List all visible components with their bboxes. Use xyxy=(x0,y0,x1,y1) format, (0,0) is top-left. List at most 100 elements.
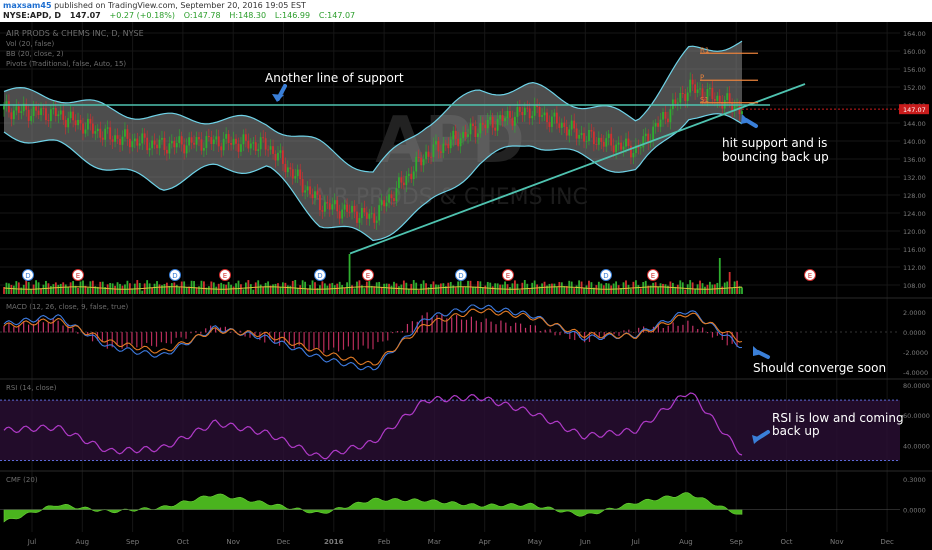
candle-body xyxy=(716,95,719,101)
candle-body xyxy=(262,137,265,139)
candle-body xyxy=(521,111,524,116)
candle-body xyxy=(59,110,62,115)
volume-bar xyxy=(40,288,42,294)
volume-bar xyxy=(647,285,650,294)
volume-bar xyxy=(254,282,257,294)
candle-body xyxy=(393,198,395,202)
volume-bar xyxy=(721,286,724,294)
volume-bar xyxy=(430,284,432,294)
event-circle xyxy=(314,269,326,281)
volume-bar xyxy=(375,282,378,294)
candle-body xyxy=(274,153,277,161)
candle-body xyxy=(153,140,156,145)
cmf-label: CMF (20) xyxy=(6,476,38,484)
candle-body xyxy=(279,150,282,153)
candle-body xyxy=(679,92,682,103)
volume-bar xyxy=(348,254,351,294)
candle-body xyxy=(602,141,605,147)
time-axis-label: Aug xyxy=(679,538,693,546)
macd-histogram-bar xyxy=(456,315,458,333)
candle-body xyxy=(686,92,689,101)
candle-body xyxy=(578,134,580,139)
candle-body xyxy=(588,129,590,141)
volume-bar xyxy=(548,283,551,294)
candle-body xyxy=(674,99,677,104)
candle-body xyxy=(230,143,232,145)
macd-histogram-bar xyxy=(564,332,566,334)
event-circle xyxy=(22,269,34,281)
event-letter: E xyxy=(506,272,510,280)
volume-bar xyxy=(57,284,60,294)
candle-body xyxy=(151,140,153,149)
volume-bar xyxy=(304,281,307,294)
volume-bar xyxy=(42,284,45,294)
event-letter: D xyxy=(458,272,463,280)
publish-header: maxsam45 published on TradingView.com, S… xyxy=(0,0,932,22)
volume-bar xyxy=(321,281,324,294)
macd-histogram-bar xyxy=(638,327,640,333)
candle-body xyxy=(407,173,410,176)
macd-histogram-bar xyxy=(87,332,89,336)
volume-bar xyxy=(59,283,62,294)
candle-body xyxy=(286,167,289,173)
candle-body xyxy=(395,188,398,202)
chart-canvas[interactable]: AIR PRODS & CHEMS INC, D, NYSE Vol (20, … xyxy=(0,22,932,550)
time-axis: Jul Aug Sep Oct Nov Dec 2016 Feb Mar Apr May Jun Jul… xyxy=(0,533,932,550)
volume-bar xyxy=(64,284,67,294)
candle-body xyxy=(691,79,694,85)
volume-bar xyxy=(79,281,82,294)
candle-body xyxy=(610,133,613,146)
candle-body xyxy=(506,110,509,119)
author-link[interactable]: maxsam45 xyxy=(3,1,52,10)
volume-bar xyxy=(597,281,600,294)
candle-body xyxy=(200,139,203,151)
cmf-pane: 0.3000 0.0000 xyxy=(0,476,926,523)
event-circle xyxy=(169,269,181,281)
candle-body xyxy=(190,137,193,143)
volume-bar xyxy=(346,282,348,294)
macd-histogram-bar xyxy=(736,332,738,347)
candle-body xyxy=(563,122,566,127)
volume-bar xyxy=(642,282,645,294)
candle-body xyxy=(54,108,57,117)
macd-histogram-bar xyxy=(510,326,512,333)
event-marker-earnings: E xyxy=(72,269,84,281)
macd-histogram-bar xyxy=(249,332,251,338)
macd-histogram-bar xyxy=(254,332,256,336)
volume-bar xyxy=(370,285,373,294)
volume-bar xyxy=(242,289,245,294)
volume-bar xyxy=(563,286,566,294)
macd-histogram-bar xyxy=(401,330,404,333)
volume-bar xyxy=(514,280,516,294)
close-value: C:147.07 xyxy=(318,11,356,20)
macd-histogram-bar xyxy=(352,332,354,351)
candle-body xyxy=(454,130,457,139)
macd-label: MACD (12, 26, close, 9, false, true) xyxy=(6,303,129,311)
macd-histogram-bar xyxy=(544,329,546,333)
candle-body xyxy=(343,204,346,210)
candle-body xyxy=(338,211,341,219)
candle-body xyxy=(659,119,662,127)
candle-body xyxy=(533,104,536,116)
rsi-axis-label: 80.0000 xyxy=(903,382,930,390)
candle-body xyxy=(570,120,573,130)
volume-bar xyxy=(701,283,704,294)
volume-bar xyxy=(286,285,289,294)
macd-histogram-bar xyxy=(205,328,207,333)
candle-body xyxy=(27,109,30,121)
volume-bar xyxy=(718,258,721,294)
volume-bar xyxy=(588,280,590,294)
candle-body xyxy=(99,128,102,138)
candle-body xyxy=(314,191,316,199)
candle-body xyxy=(163,137,166,150)
macd-histogram-bar xyxy=(298,332,300,346)
candle-body xyxy=(499,114,502,119)
candle-body xyxy=(449,139,452,149)
macd-histogram-bar xyxy=(195,331,197,333)
volume-bar xyxy=(252,289,255,294)
volume-bar xyxy=(311,280,314,294)
macd-histogram-bar xyxy=(52,318,54,333)
price-axis-label: 108.00 xyxy=(903,282,926,290)
lower-band xyxy=(3,113,743,242)
candle-body xyxy=(422,159,425,166)
